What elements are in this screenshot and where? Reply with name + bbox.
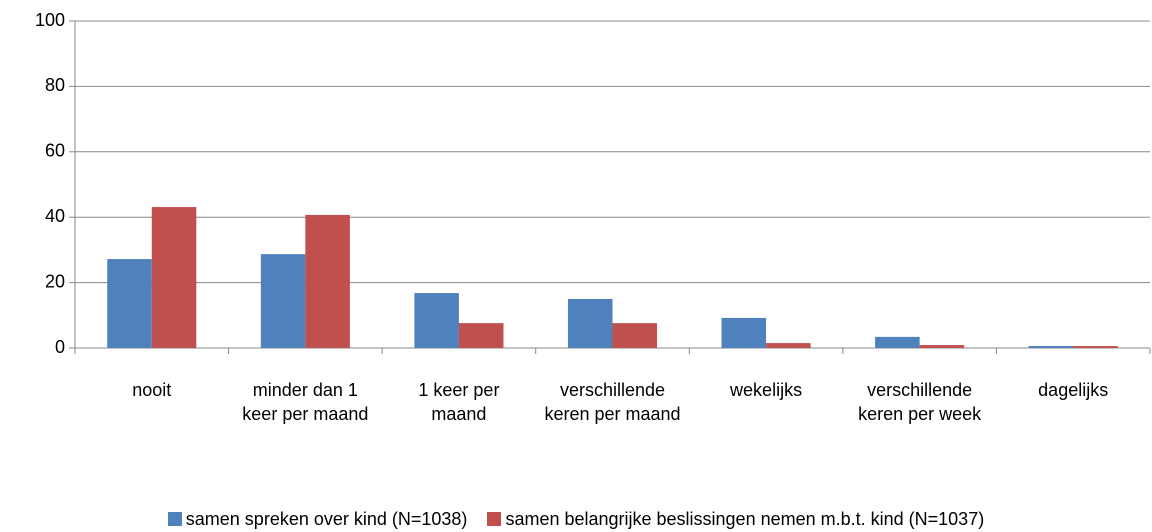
legend-item: samen spreken over kind (N=1038): [167, 509, 468, 530]
y-tick-label: 60: [45, 141, 65, 161]
bar: [766, 343, 811, 348]
y-tick-label: 80: [45, 75, 65, 95]
bar: [414, 293, 459, 348]
bar: [305, 214, 350, 348]
bar: [875, 336, 920, 348]
y-tick-label: 100: [35, 10, 65, 30]
legend-label: samen spreken over kind (N=1038): [185, 509, 468, 529]
bar: [919, 345, 965, 348]
legend-label: samen belangrijke beslissingen nemen m.b…: [505, 509, 985, 529]
x-tick-label: minder dan 1 keer per maand: [242, 380, 369, 424]
bar: [1028, 346, 1074, 348]
y-tick-label: 20: [45, 271, 65, 291]
x-tick-label: verschillende keren per maand: [544, 380, 681, 424]
bar: [107, 259, 152, 348]
x-tick-label: verschillende keren per week: [858, 380, 982, 424]
bar: [721, 317, 767, 348]
bar: [151, 207, 197, 348]
bar: [567, 298, 613, 348]
legend-item: samen belangrijke beslissingen nemen m.b…: [487, 509, 984, 530]
legend: samen spreken over kind (N=1038) samen be…: [0, 509, 1152, 530]
bar: [1073, 346, 1118, 348]
bar: [612, 323, 658, 348]
legend-swatch: [487, 512, 502, 526]
legend-swatch: [167, 512, 182, 526]
y-tick-label: 0: [55, 337, 65, 357]
x-tick-label: dagelijks: [1038, 380, 1109, 400]
bar: [458, 323, 504, 348]
x-tick-label: 1 keer per maand: [418, 380, 500, 424]
x-tick-label: wekelijks: [730, 380, 803, 400]
y-tick-label: 40: [45, 206, 65, 226]
x-tick-label: nooit: [132, 380, 172, 400]
bar: [260, 254, 306, 348]
